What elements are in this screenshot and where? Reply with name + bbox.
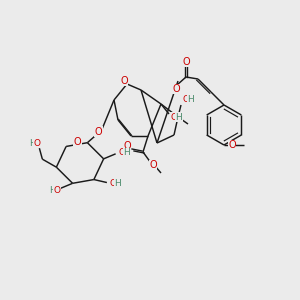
Text: H: H: [176, 112, 182, 122]
Text: O: O: [182, 57, 190, 67]
Text: O: O: [228, 140, 236, 150]
Text: O: O: [149, 160, 157, 170]
Text: O: O: [54, 186, 61, 195]
Text: O: O: [33, 139, 40, 148]
Text: O: O: [110, 179, 116, 188]
Text: H: H: [49, 186, 56, 195]
Text: O: O: [170, 112, 178, 122]
Text: O: O: [172, 84, 180, 94]
Text: H: H: [188, 95, 194, 104]
Text: O: O: [120, 76, 128, 86]
Text: H: H: [29, 139, 36, 148]
Text: H: H: [115, 179, 121, 188]
Text: O: O: [118, 148, 125, 157]
Text: O: O: [94, 127, 102, 137]
Text: O: O: [123, 141, 131, 151]
Text: O: O: [74, 136, 82, 147]
Text: H: H: [123, 148, 130, 157]
Text: O: O: [182, 95, 190, 104]
